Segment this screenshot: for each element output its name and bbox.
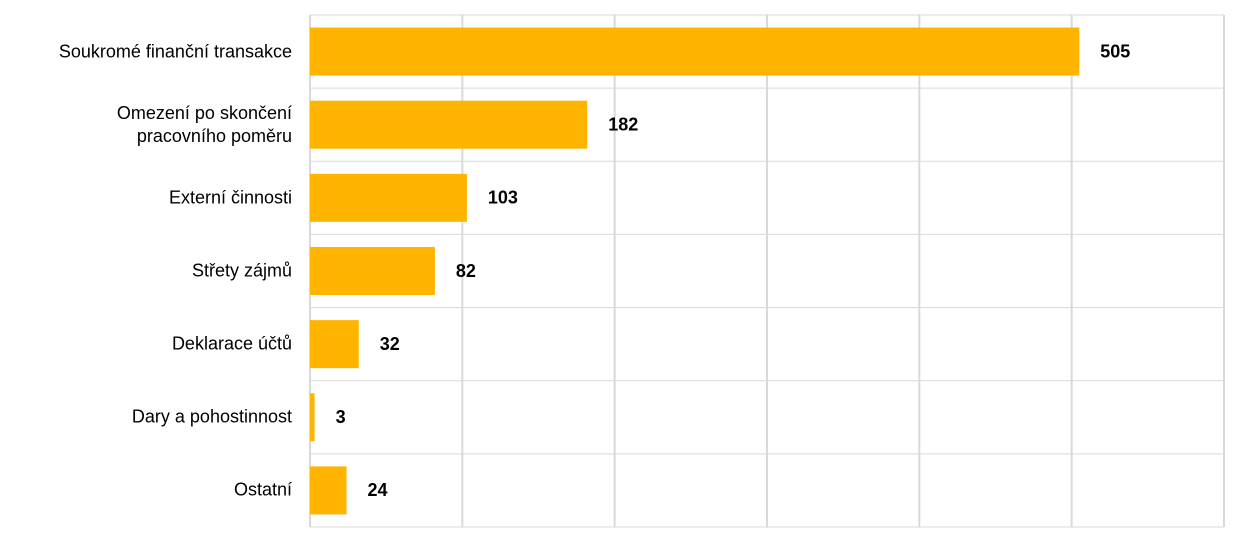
y-tick-label: Střety zájmů [191,260,292,281]
value-label: 82 [456,261,476,281]
value-label: 182 [608,114,638,134]
y-tick-label: Omezení po skončení pracovního poměru [116,102,292,146]
bar [310,320,359,369]
y-tick-label: Deklarace účtů [171,333,292,354]
bar [310,247,435,295]
value-label: 103 [488,188,518,208]
y-tick-label: Dary a pohostinnost [131,406,292,427]
value-label: 3 [336,407,346,427]
bar [310,100,588,149]
bar [310,466,347,515]
y-tick-label: Soukromé finanční transakce [58,41,292,62]
y-tick-label: Ostatní [233,479,292,500]
y-tick-label: Externí činnosti [168,187,292,208]
bar [310,173,467,222]
value-label: 505 [1100,41,1130,61]
bar [310,27,1080,76]
value-label: 32 [380,334,400,354]
bar [310,393,315,442]
value-label: 24 [368,480,388,500]
